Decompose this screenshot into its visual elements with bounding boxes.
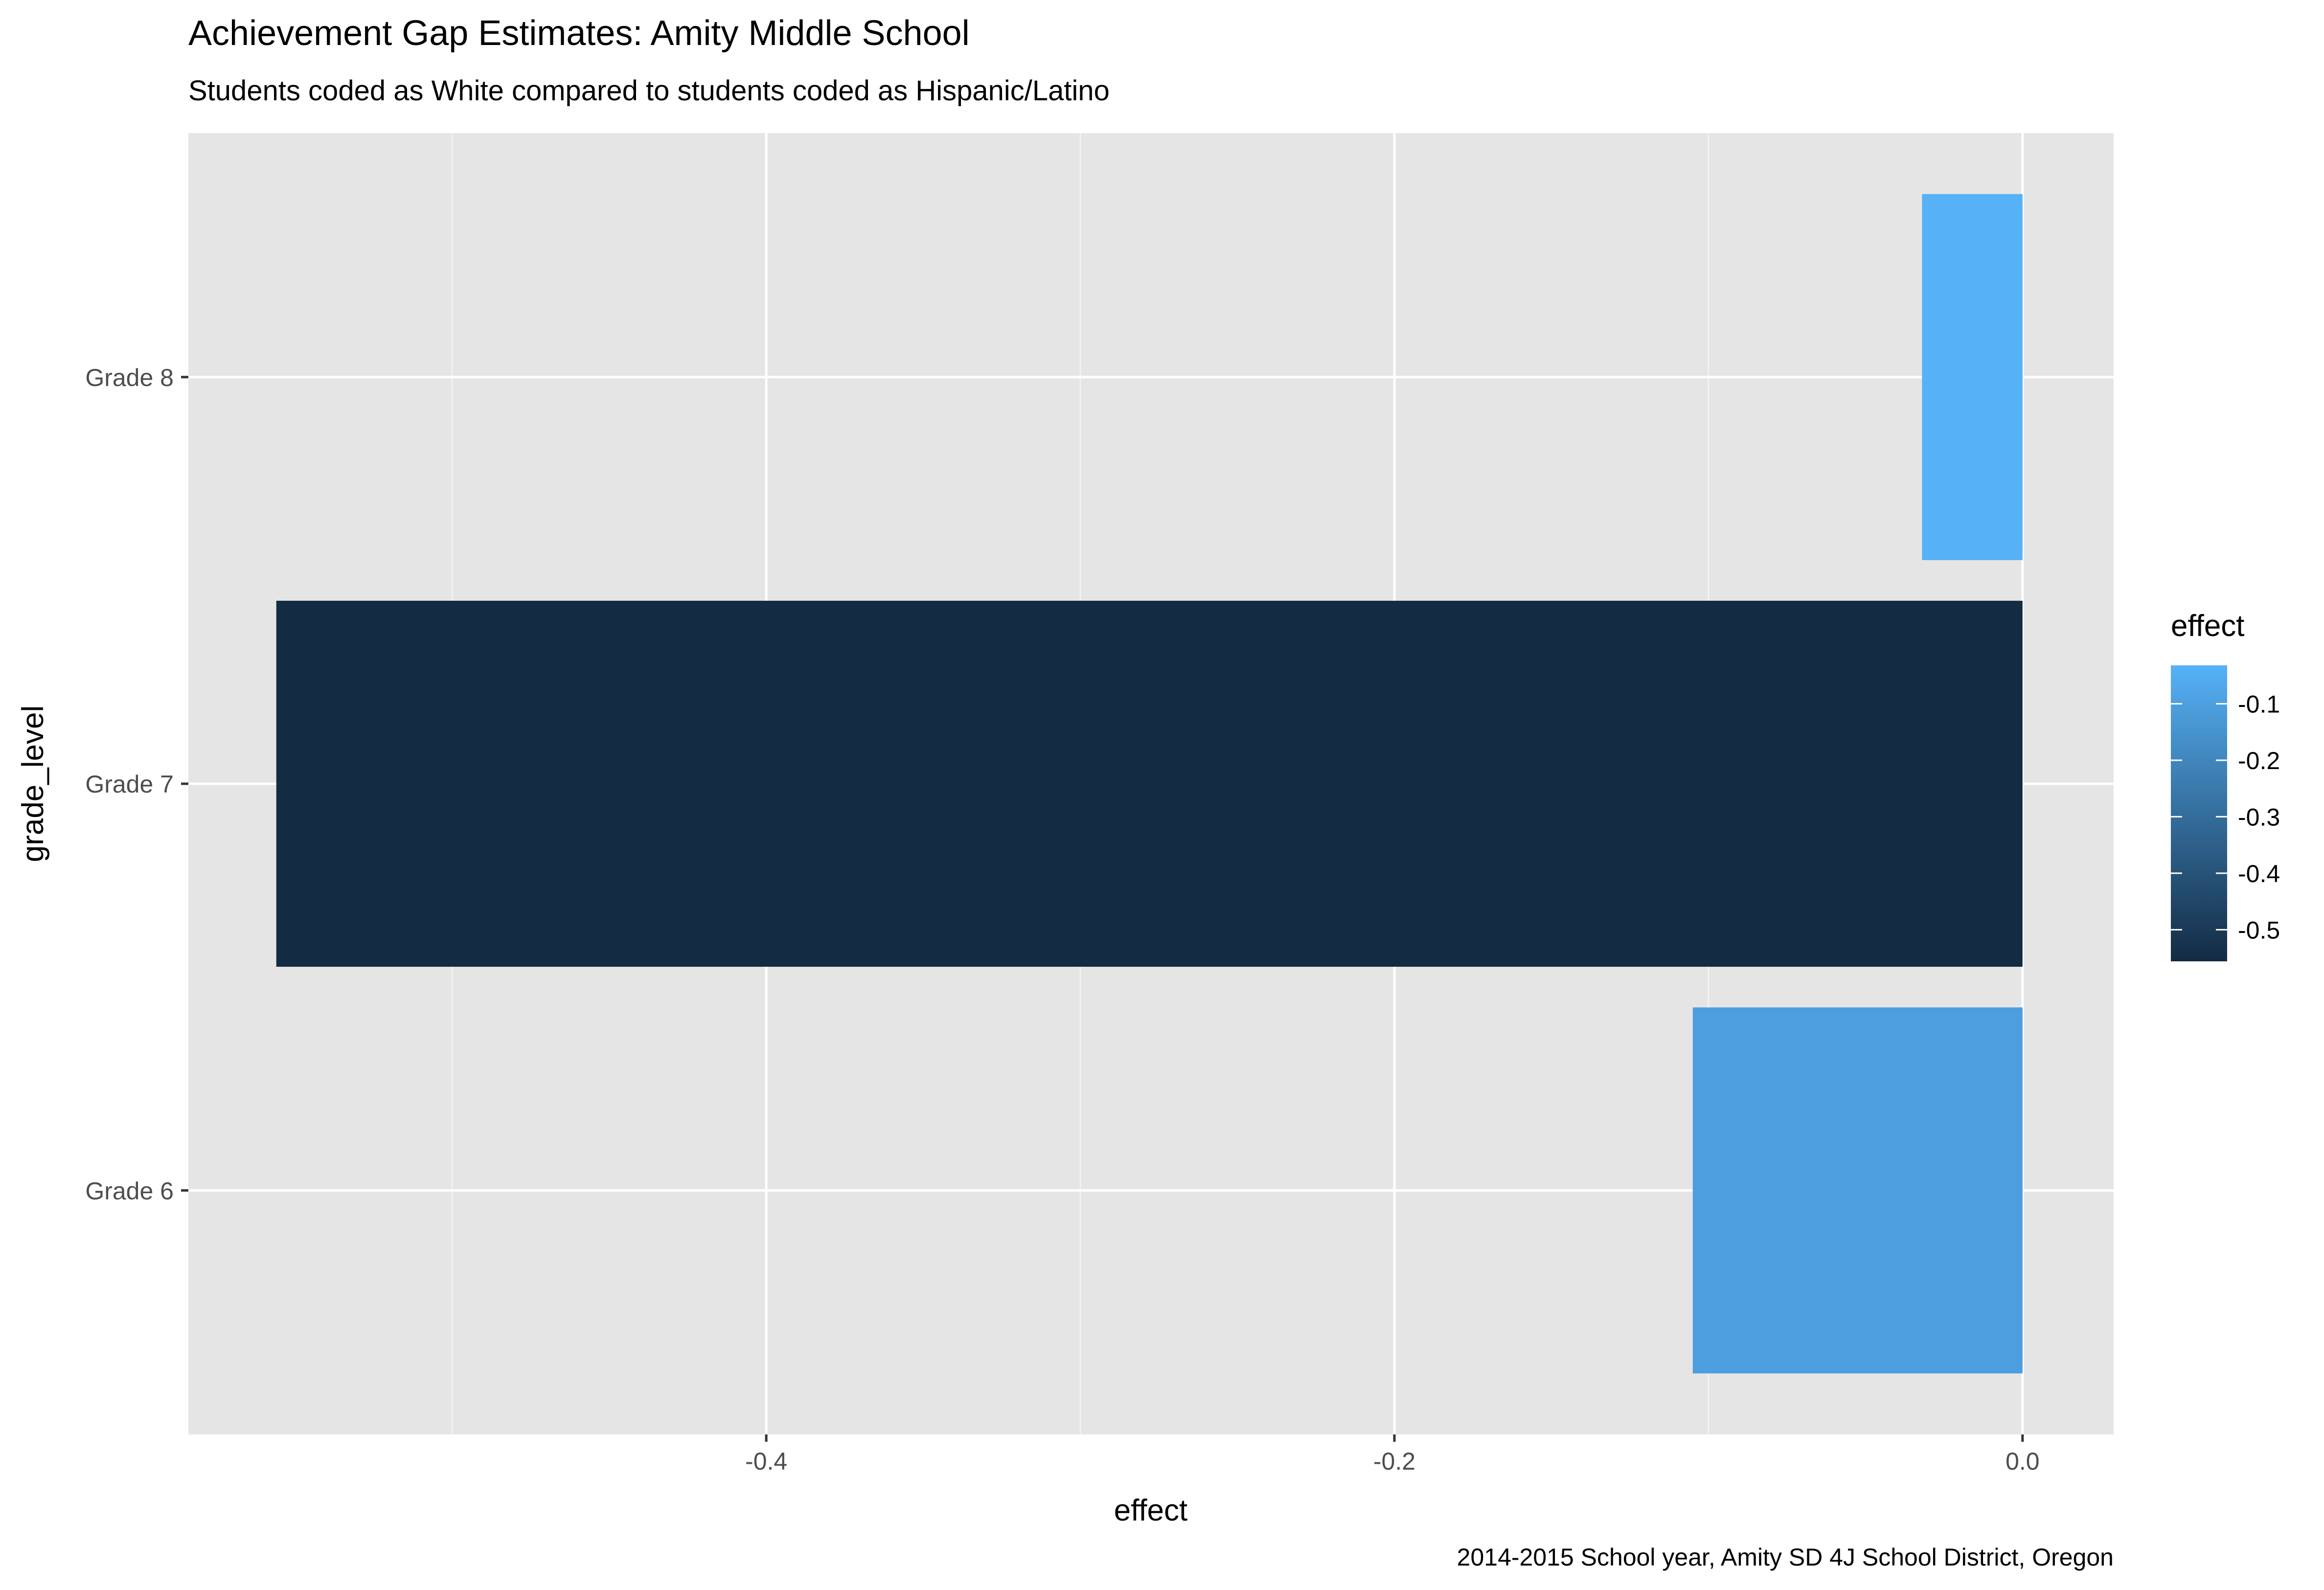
bar-grade-7	[276, 600, 2023, 967]
bar-grade-8	[1922, 194, 2023, 560]
chart-caption: 2014-2015 School year, Amity SD 4J Schoo…	[1457, 1544, 2114, 1571]
x-tick-label: -0.4	[745, 1448, 787, 1475]
y-axis-title: grade_level	[16, 705, 50, 863]
legend-tick-label: -0.4	[2238, 860, 2280, 887]
legend-tick-label: -0.1	[2238, 691, 2280, 718]
axes: -0.4 -0.2 0.0 Grade 6 Grade 7 Grade 8	[85, 364, 2039, 1475]
bars	[276, 194, 2023, 1374]
legend-title: effect	[2171, 609, 2245, 643]
legend-colorbar	[2171, 665, 2227, 961]
chart-title: Achievement Gap Estimates: Amity Middle …	[188, 14, 970, 53]
y-tick-label: Grade 6	[85, 1177, 174, 1204]
bar-grade-6	[1692, 1007, 2023, 1374]
legend-tick-label: -0.2	[2238, 747, 2280, 774]
x-tick-label: -0.2	[1373, 1448, 1415, 1475]
y-tick-label: Grade 8	[85, 364, 174, 391]
chart-subtitle: Students coded as White compared to stud…	[188, 75, 1110, 107]
y-tick-label: Grade 7	[85, 771, 174, 798]
legend-tick-label: -0.5	[2238, 916, 2280, 944]
legend-tick-label: -0.3	[2238, 803, 2280, 831]
color-legend: effect -0.1 -0.2 -0.3 -0.4 -0.5	[2171, 609, 2280, 961]
x-tick-label: 0.0	[2005, 1448, 2040, 1475]
x-axis-title: effect	[1114, 1494, 1188, 1527]
